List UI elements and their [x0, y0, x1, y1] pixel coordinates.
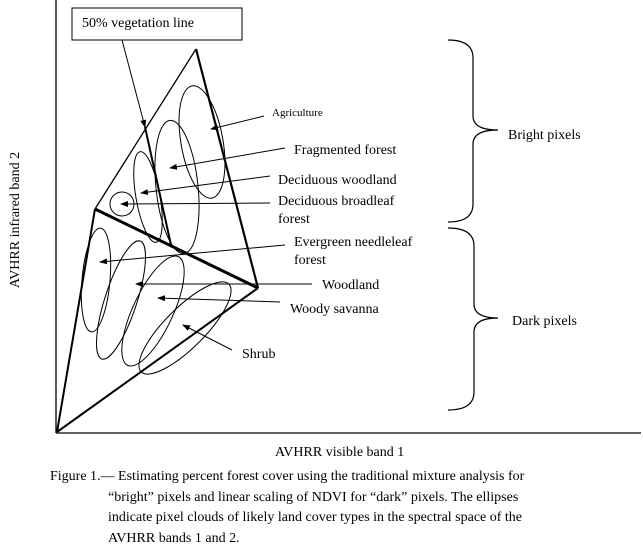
arrow-deciduous-woodland: [140, 175, 271, 196]
label-bright-pixels: Bright pixels: [508, 128, 581, 143]
ellipse-deciduous-woodland: [133, 151, 163, 243]
arrow-deciduous-broadleaf: [120, 200, 271, 207]
ellipse-agriculture: [178, 85, 226, 199]
label-evergreen-needleleaf-1: Evergreen needleleaf: [294, 235, 413, 250]
ellipse-woody-savanna: [121, 255, 185, 367]
label-woodland: Woodland: [322, 278, 379, 293]
edge-origin-left: [56, 208, 96, 433]
ellipse-woodland: [96, 240, 146, 360]
y-axis-label: AVHRR infrared band 2: [8, 152, 23, 288]
caption-line: “bright” pixels and linear scaling of ND…: [108, 489, 519, 505]
ellipse-fragmented-forest: [154, 119, 200, 255]
label-evergreen-needleleaf-2: forest: [294, 253, 326, 268]
brace-bright: [447, 39, 499, 223]
arrow-fragmented-forest: [169, 147, 286, 170]
arrow-woody-savanna: [157, 295, 281, 303]
label-shrub: Shrub: [242, 347, 275, 362]
ellipse-evergreen-needleleaf: [80, 227, 112, 333]
label-deciduous-broadleaf-1: Deciduous broadleaf: [278, 194, 395, 209]
vegetation-label-box: [71, 7, 243, 41]
vegetation-label: 50% vegetation line: [82, 16, 194, 31]
label-deciduous-broadleaf-2: forest: [278, 212, 310, 227]
caption-line: Figure 1.— Estimating percent forest cov…: [50, 469, 525, 484]
figure-caption: Figure 1.— Estimating percent forest cov…: [50, 467, 524, 549]
label-deciduous-woodland: Deciduous woodland: [278, 173, 397, 188]
vegetation-pointer: [121, 39, 147, 128]
label-agriculture: Agriculture: [272, 107, 323, 119]
arrow-shrub: [182, 324, 233, 351]
arrow-agriculture: [210, 115, 265, 131]
x-axis-label: AVHRR visible band 1: [275, 445, 404, 460]
label-fragmented-forest: Fragmented forest: [294, 143, 396, 158]
bright-dark-divider: [94, 207, 259, 290]
label-woody-savanna: Woody savanna: [290, 302, 379, 317]
caption-line: AVHRR bands 1 and 2.: [108, 530, 240, 546]
caption-line: indicate pixel clouds of likely land cov…: [108, 510, 523, 525]
label-dark-pixels: Dark pixels: [512, 314, 577, 329]
brace-dark: [447, 227, 499, 411]
edge-right-origin: [56, 287, 259, 433]
arrow-evergreen-needleleaf: [99, 244, 286, 265]
